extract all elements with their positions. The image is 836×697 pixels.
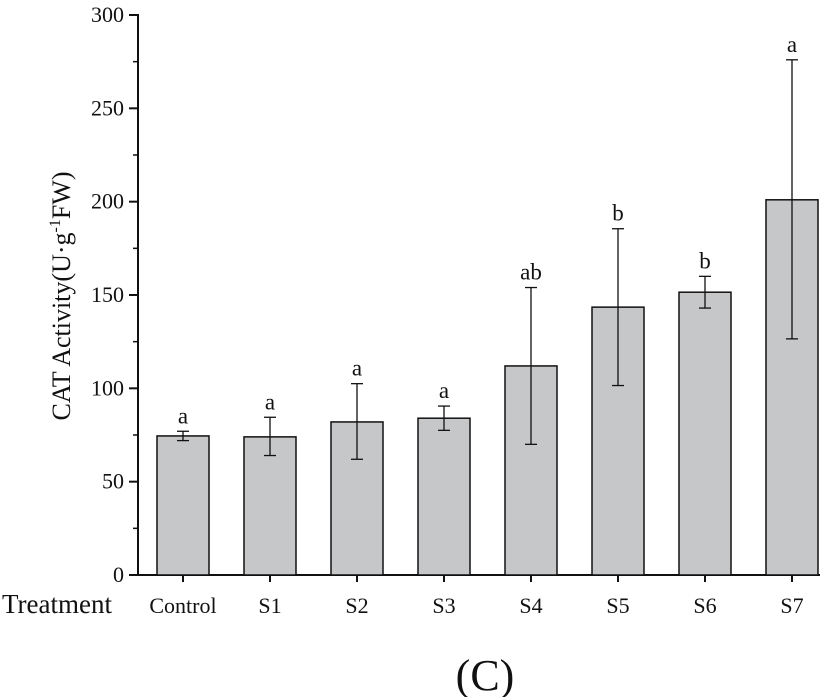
error-bars-group: [177, 59, 798, 460]
bar: [243, 436, 297, 576]
x-tick-label: S1: [258, 593, 281, 618]
y-axis-title: CAT Activity(U·g-1FW): [47, 171, 76, 420]
significance-label: a: [352, 356, 362, 381]
x-tick-label: S7: [780, 593, 803, 618]
y-tick-label: 250: [91, 95, 124, 120]
y-tick-label: 50: [102, 469, 124, 494]
x-axis-title: Treatment: [2, 589, 112, 619]
x-tick-label: S4: [519, 593, 542, 618]
y-axis-title-suffix: FW): [47, 171, 76, 219]
bar: [417, 417, 471, 576]
panel-label: (C): [456, 651, 515, 697]
x-tick-label: Control: [149, 593, 216, 618]
x-tick-label: S6: [693, 593, 716, 618]
y-tick-label: 100: [91, 375, 124, 400]
x-tick-label: S2: [345, 593, 368, 618]
significance-labels-group: a a a a ab b b a: [178, 32, 797, 428]
x-axis: Control S1 S2 S3 S4 S5 S6 S7: [137, 574, 820, 618]
y-axis-title-main: CAT Activity(U·g: [47, 232, 76, 420]
y-tick-label: 200: [91, 189, 124, 214]
significance-label: a: [439, 378, 449, 403]
bar: [678, 291, 732, 576]
y-tick-label: 0: [113, 562, 124, 587]
significance-label: ab: [520, 260, 542, 285]
bars-group: [156, 199, 819, 576]
significance-label: a: [787, 32, 797, 57]
x-tick-label: S5: [606, 593, 629, 618]
significance-label: b: [612, 201, 624, 226]
significance-label: a: [265, 389, 275, 414]
bar: [156, 435, 210, 576]
y-tick-label: 150: [91, 282, 124, 307]
y-axis-title-superscript: -1: [47, 219, 64, 232]
y-tick-label: 300: [91, 2, 124, 27]
x-tick-label: S3: [432, 593, 455, 618]
significance-label: b: [699, 248, 711, 273]
significance-label: a: [178, 403, 188, 428]
y-axis: 0 50 100 150 200 250 300: [91, 2, 139, 587]
